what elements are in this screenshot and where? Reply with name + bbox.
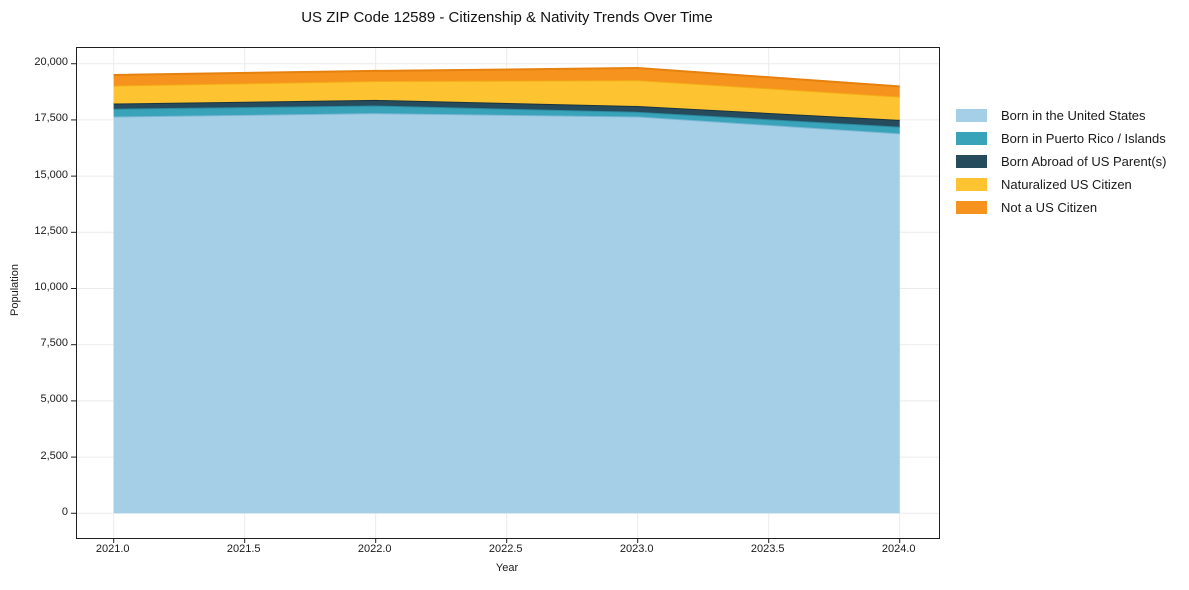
legend-item-born-pr: Born in Puerto Rico / Islands xyxy=(956,130,1166,147)
area-series-1 xyxy=(113,105,900,134)
area-series-3 xyxy=(113,80,900,120)
chart-title: US ZIP Code 12589 - Citizenship & Nativi… xyxy=(301,9,713,26)
x-tick-label: 2023.0 xyxy=(619,543,654,555)
legend-swatch-icon xyxy=(956,109,987,122)
y-tick-label: 2,500 xyxy=(40,449,68,462)
plot-area xyxy=(71,47,940,543)
y-tick-label: 0 xyxy=(61,505,68,518)
x-tick-label: 2022.0 xyxy=(357,543,392,555)
y-axis-label: Population xyxy=(9,264,21,316)
area-series-4-edge xyxy=(113,67,900,88)
y-tick-label: 20,000 xyxy=(34,56,68,69)
y-tick-label: 17,500 xyxy=(34,112,68,125)
area-chart-canvas xyxy=(71,48,939,543)
y-tick-label: 15,000 xyxy=(34,168,68,181)
legend: Born in the United States Born in Puerto… xyxy=(956,107,1166,222)
x-tick-label: 2021.0 xyxy=(95,543,130,555)
legend-swatch-icon xyxy=(956,201,987,214)
legend-swatch-icon xyxy=(956,155,987,168)
legend-item-born-abroad: Born Abroad of US Parent(s) xyxy=(956,153,1166,170)
legend-item-naturalized: Naturalized US Citizen xyxy=(956,176,1166,193)
legend-label: Not a US Citizen xyxy=(1001,200,1098,215)
y-tick-label: 10,000 xyxy=(34,281,68,293)
y-tick-label: 7,500 xyxy=(40,337,68,350)
x-tick-label: 2021.5 xyxy=(226,543,261,555)
legend-label: Born Abroad of US Parent(s) xyxy=(1001,154,1167,169)
legend-swatch-icon xyxy=(956,132,987,145)
x-tick-label: 2023.5 xyxy=(750,543,785,555)
x-axis-label: Year xyxy=(495,562,519,574)
legend-item-born-us: Born in the United States xyxy=(956,107,1166,124)
legend-label: Born in the United States xyxy=(1001,108,1146,123)
legend-swatch-icon xyxy=(956,178,987,191)
area-series-4 xyxy=(113,68,900,97)
y-tick-label: 5,000 xyxy=(40,393,68,406)
x-tick-label: 2022.5 xyxy=(488,543,523,555)
x-tick-label: 2024.0 xyxy=(881,543,916,555)
y-tick-label: 12,500 xyxy=(34,224,68,237)
area-series-0 xyxy=(113,113,900,514)
legend-item-not-citizen: Not a US Citizen xyxy=(956,199,1166,216)
legend-label: Born in Puerto Rico / Islands xyxy=(1001,131,1166,146)
legend-label: Naturalized US Citizen xyxy=(1001,177,1132,192)
